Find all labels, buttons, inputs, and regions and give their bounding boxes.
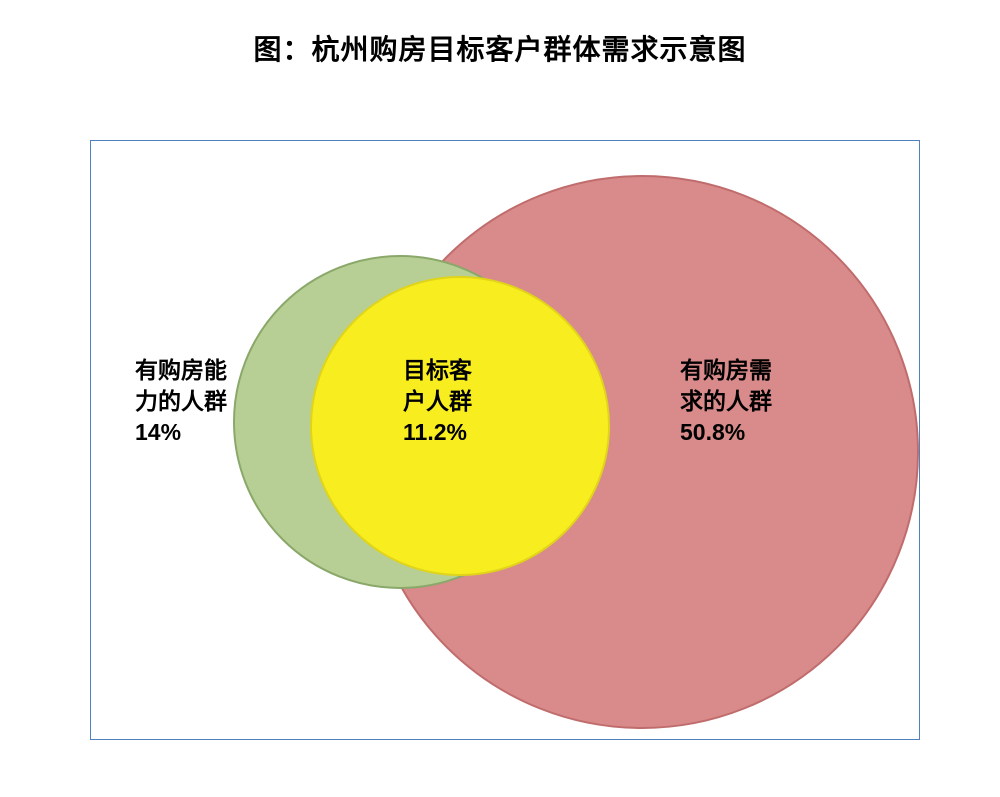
page-root: 图：杭州购房目标客户群体需求示意图 有购房能 力的人群 14% 目标客 户人群 … xyxy=(0,0,1000,797)
venn-label-ability: 有购房能 力的人群 14% xyxy=(135,355,227,448)
venn-label-target: 目标客 户人群 11.2% xyxy=(403,355,472,448)
venn-label-demand: 有购房需 求的人群 50.8% xyxy=(680,355,772,448)
chart-title: 图：杭州购房目标客户群体需求示意图 xyxy=(0,28,1000,68)
